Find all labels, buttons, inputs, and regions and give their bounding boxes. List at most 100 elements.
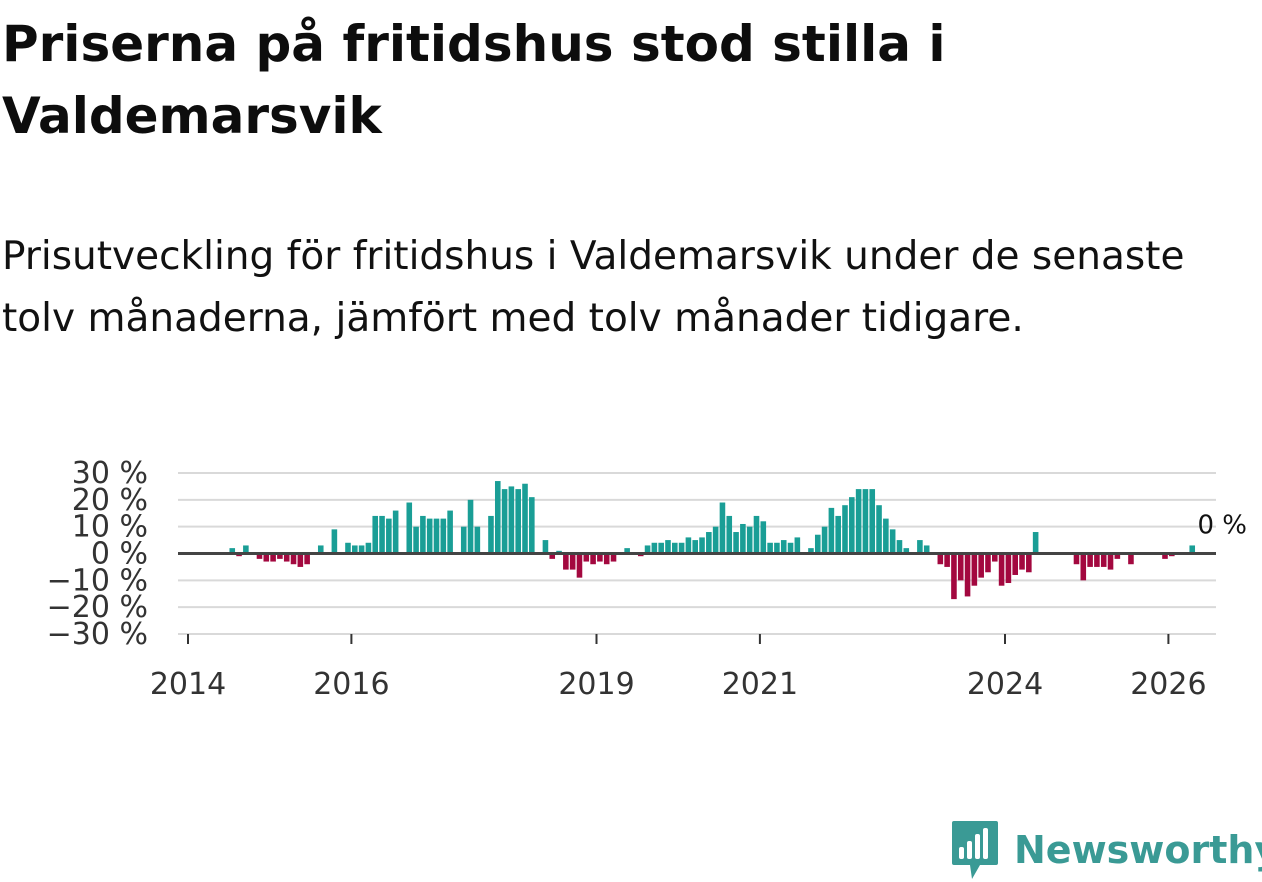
bar <box>331 529 338 554</box>
bar <box>740 523 746 554</box>
bar <box>590 553 596 565</box>
bar <box>522 483 528 554</box>
bar <box>1005 553 1012 584</box>
bar <box>903 548 910 554</box>
bar <box>1189 545 1196 554</box>
bar <box>780 540 787 554</box>
bar <box>1032 532 1039 554</box>
bar <box>460 526 467 554</box>
bar <box>549 553 556 559</box>
bar <box>263 553 270 562</box>
bar <box>699 537 705 554</box>
bar <box>447 510 453 554</box>
bar <box>229 548 236 554</box>
bar <box>297 553 304 567</box>
bars <box>178 481 1216 600</box>
bar <box>379 515 385 554</box>
bar <box>883 518 889 554</box>
bar <box>317 545 324 554</box>
bar <box>365 542 372 554</box>
bar <box>283 553 290 562</box>
bar <box>515 489 521 554</box>
bar <box>270 553 276 562</box>
newsworthy-logo-icon <box>952 821 998 879</box>
bar <box>1080 553 1087 581</box>
bar <box>821 526 828 554</box>
chart-subtitle: Prisutveckling för fritidshus i Valdemar… <box>2 234 1185 341</box>
bar <box>944 553 950 567</box>
x-tick-label: 2024 <box>967 667 1043 702</box>
bar <box>406 502 413 554</box>
bar <box>767 542 773 554</box>
bar <box>719 502 726 554</box>
bar <box>563 553 569 570</box>
bar <box>774 542 780 554</box>
y-tick-label: −30 % <box>47 617 148 652</box>
bar <box>1114 553 1121 559</box>
bar <box>869 489 876 554</box>
newsworthy-logo-text: Newsworthy <box>1014 828 1262 872</box>
bar <box>842 505 848 554</box>
bar <box>1100 553 1107 567</box>
bar <box>985 553 991 573</box>
bar <box>889 529 896 554</box>
x-axis: 2014 2016 2019 2021 2024 2026 <box>150 634 1207 702</box>
page-title: Priserna på fritidshus stod stilla i Val… <box>2 15 946 145</box>
bar <box>876 505 882 554</box>
bar <box>964 553 971 597</box>
bar-chart: −30 %−20 %−10 %0 %10 %20 %30 % 2014 2016 2… <box>47 456 1247 702</box>
y-tick-label: 0 % <box>91 537 148 572</box>
bar <box>808 548 814 554</box>
bar <box>692 540 699 554</box>
y-tick-label: 20 % <box>72 483 148 518</box>
bar <box>794 537 801 554</box>
bar <box>644 545 651 554</box>
bar <box>1026 553 1032 573</box>
bar <box>672 542 678 554</box>
bar <box>971 553 978 586</box>
x-tick-label: 2021 <box>722 667 798 702</box>
annotations: 0 % <box>1197 511 1247 541</box>
bar <box>828 507 835 554</box>
bar <box>529 497 535 554</box>
bar <box>706 532 712 554</box>
bar <box>1012 553 1018 575</box>
bar <box>814 534 821 554</box>
bar <box>746 526 753 554</box>
bar <box>304 553 310 565</box>
bar <box>467 499 474 554</box>
bar <box>998 553 1005 586</box>
bar <box>862 489 869 554</box>
bar <box>576 553 583 578</box>
bar <box>352 545 358 554</box>
bar <box>917 540 923 554</box>
bar <box>835 515 841 554</box>
bar <box>951 553 957 600</box>
bar <box>678 542 685 554</box>
newsworthy-logo: Newsworthy <box>950 818 1262 882</box>
bar <box>658 542 664 554</box>
bar <box>583 553 590 562</box>
bar <box>1107 553 1114 570</box>
bar <box>1162 553 1168 559</box>
bar <box>1128 553 1134 565</box>
bar <box>290 553 297 565</box>
bar <box>624 548 630 554</box>
bar <box>420 515 426 554</box>
bar <box>488 515 494 554</box>
x-tick-label: 2016 <box>313 667 389 702</box>
bar <box>501 489 508 554</box>
bar <box>849 497 855 554</box>
bar <box>358 545 365 554</box>
bar <box>855 489 862 554</box>
bar <box>433 518 440 554</box>
bar <box>426 518 433 554</box>
bar <box>474 526 481 554</box>
bar <box>372 515 379 554</box>
bar <box>712 526 719 554</box>
bar <box>1087 553 1093 567</box>
bar <box>760 521 767 554</box>
bar <box>603 553 610 565</box>
bar <box>1073 553 1080 565</box>
y-axis-labels: −30 %−20 %−10 %0 %10 %20 %30 % <box>47 456 148 652</box>
